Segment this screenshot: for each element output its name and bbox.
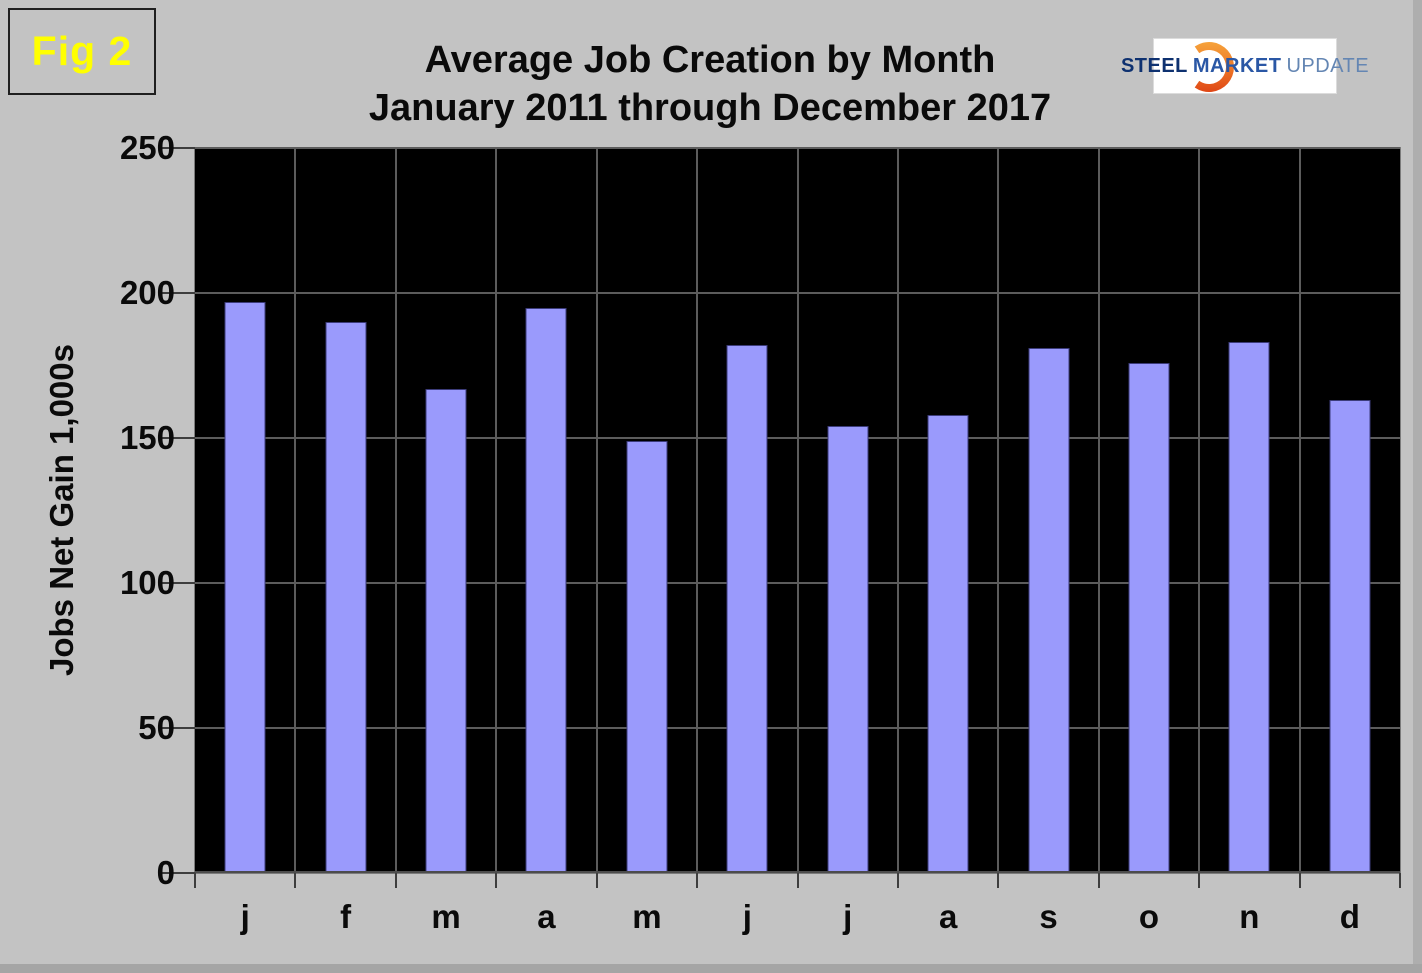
x-tick-label: m [632,898,662,935]
x-tick-label: o [1138,898,1160,935]
bar [1329,400,1371,873]
x-tick-mark [1097,873,1100,888]
steel-market-update-logo: STEEL MARKET UPDATE [1121,38,1369,94]
bar [827,426,869,873]
x-tick-mark [796,873,799,888]
y-tick-mark [160,872,195,874]
orange-crescent-icon [1194,42,1235,92]
figure-label: Fig 2 [31,28,133,74]
x-tick-label: j [742,898,752,935]
x-tick-mark [696,873,699,888]
x-tick-mark [1198,873,1201,888]
y-tick-mark [160,437,195,439]
x-axis-baseline [195,871,1400,873]
bar [525,307,567,873]
x-tick-mark [495,873,498,888]
y-tick-label: 50 [138,709,175,746]
page-edge-shade-bottom [0,964,1422,973]
x-tick-mark [194,873,196,888]
bar [626,440,668,873]
gridline-vertical [294,148,297,873]
x-tick-label: f [340,898,352,935]
logo-text: STEEL MARKET UPDATE [1121,39,1369,93]
x-tick-label: s [1039,898,1058,935]
page-edge-shade-right [1413,0,1422,973]
gridline-vertical [595,148,598,873]
y-tick-mark [160,147,195,149]
bar [1128,362,1170,873]
bar [927,414,969,873]
x-tick-mark [394,873,397,888]
gridline-vertical [1298,148,1301,873]
gridline-vertical [1097,148,1100,873]
logo-word-update: UPDATE [1286,54,1370,77]
y-tick-label: 0 [156,854,175,891]
x-tick-mark [1399,873,1401,888]
x-tick-label: m [431,898,461,935]
y-tick-label: 150 [119,419,175,456]
x-tick-mark [1298,873,1301,888]
x-tick-label: j [843,898,853,935]
gridline-vertical [394,148,397,873]
x-tick-label: j [240,898,250,935]
bar [1028,348,1070,873]
x-tick-label: d [1339,898,1360,935]
y-tick-label: 200 [119,274,175,311]
y-tick-mark [160,292,195,294]
x-tick-label: a [537,898,556,935]
plot-area [194,147,1401,874]
chart-title: Average Job Creation by Month January 20… [369,36,1051,132]
bar [325,322,367,873]
y-tick-label: 250 [119,129,175,166]
y-axis-title: Jobs Net Gain 1,000s [43,344,80,676]
logo-word-steel: STEEL [1120,54,1188,77]
gridline-vertical [495,148,498,873]
x-tick-mark [595,873,598,888]
gridline-vertical [796,148,799,873]
bar [1228,342,1270,873]
x-tick-mark [997,873,1000,888]
chart-title-line2: January 2011 through December 2017 [368,87,1052,129]
x-tick-mark [294,873,297,888]
bar [425,388,467,873]
bar [224,301,266,873]
x-tick-label: a [938,898,958,935]
gridline-vertical [997,148,1000,873]
x-tick-label: n [1239,898,1260,935]
y-tick-label: 100 [119,564,175,601]
gridline-vertical [1198,148,1201,873]
x-tick-mark [896,873,899,888]
y-tick-mark [160,582,195,584]
gridline-vertical [896,148,899,873]
gridline-vertical [696,148,699,873]
chart-title-line1: Average Job Creation by Month [424,39,996,81]
y-tick-mark [160,727,195,729]
bar [726,345,768,873]
logo-word-market: MARKET [1192,54,1282,77]
figure-label-box: Fig 2 [8,8,156,95]
